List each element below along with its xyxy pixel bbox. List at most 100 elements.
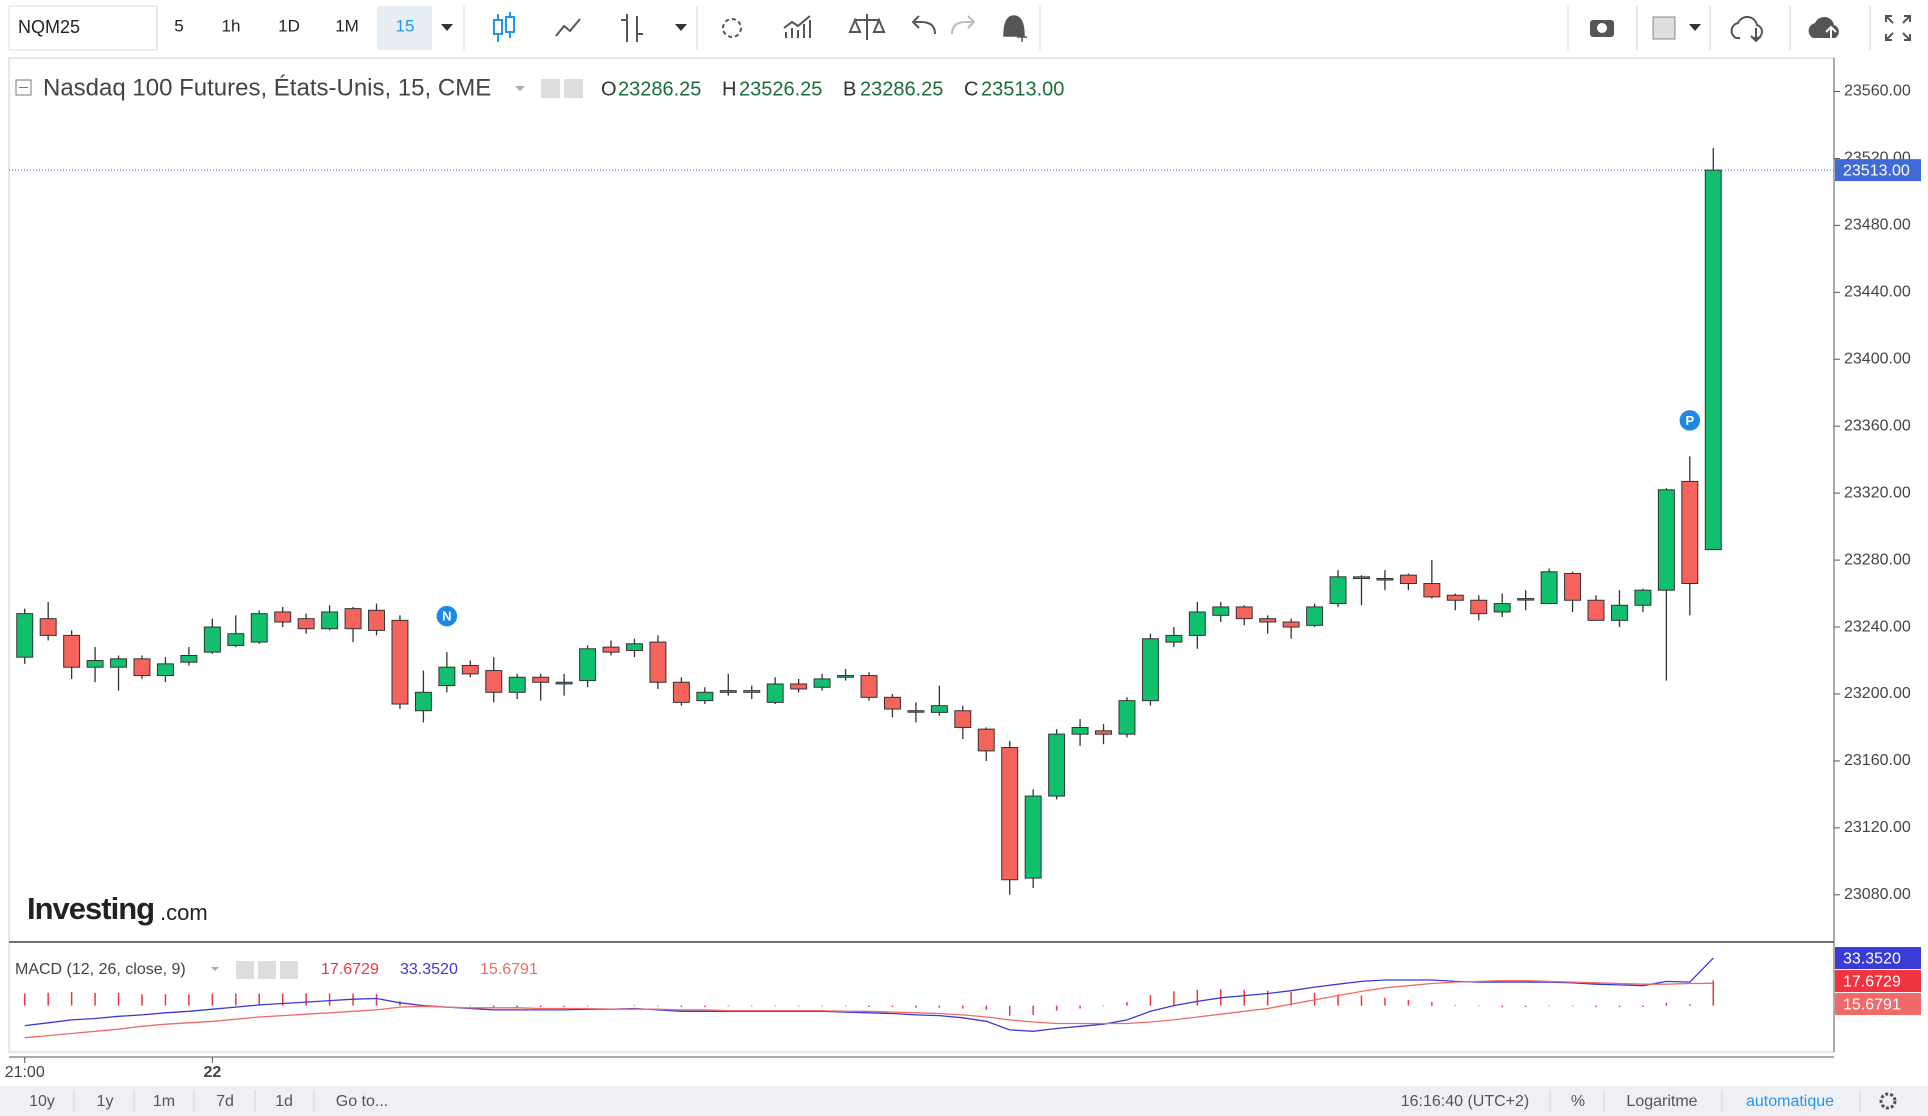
y-tick-label: 23160.00 xyxy=(1844,752,1911,769)
ohlc-value: 23513.00 xyxy=(981,78,1064,100)
candle-body xyxy=(110,658,128,668)
candle-body xyxy=(579,648,597,682)
dropdown[interactable] xyxy=(515,86,525,91)
visibility-icon[interactable] xyxy=(541,79,560,98)
candle-body xyxy=(1470,599,1488,615)
logo-suffix: .com xyxy=(160,900,208,925)
range-button[interactable]: 10y xyxy=(29,1093,55,1110)
candle-body xyxy=(1353,576,1370,579)
percent-toggle[interactable]: % xyxy=(1571,1093,1585,1110)
color-icon[interactable] xyxy=(1652,16,1676,40)
macd-value-tag xyxy=(1835,947,1921,970)
log-toggle[interactable]: Logaritme xyxy=(1626,1093,1697,1110)
interval[interactable]: 5 xyxy=(174,16,183,35)
candle-body xyxy=(1704,169,1722,551)
x-tick-label: 21:00 xyxy=(5,1064,45,1081)
symbol-box[interactable] xyxy=(8,5,158,51)
candle-body xyxy=(1188,611,1206,636)
alert-icon[interactable] xyxy=(1003,15,1027,42)
candle-body xyxy=(1493,603,1511,613)
macd-value-tag-label: 17.6729 xyxy=(1843,973,1901,990)
dropdown[interactable] xyxy=(441,24,453,31)
indicators-icon[interactable] xyxy=(783,15,811,38)
settings-icon[interactable] xyxy=(1879,1092,1897,1110)
candle-body xyxy=(1517,598,1535,601)
redo-icon[interactable] xyxy=(951,15,976,35)
active-interval-bg xyxy=(377,6,432,50)
compare-icon[interactable] xyxy=(848,14,886,40)
candle-body xyxy=(883,696,901,710)
macd-legend-value: 33.3520 xyxy=(400,961,458,978)
candle-body xyxy=(508,676,526,693)
candle-body xyxy=(1540,571,1558,605)
ohlc-label: B xyxy=(843,78,856,100)
range-button[interactable]: 1m xyxy=(153,1093,175,1110)
candle-body xyxy=(977,728,995,752)
y-tick-label: 23080.00 xyxy=(1844,886,1911,903)
line-icon[interactable] xyxy=(555,18,581,37)
candle-body xyxy=(1095,730,1112,735)
candle-body xyxy=(227,633,245,646)
candle-body xyxy=(1048,733,1066,797)
candle-body xyxy=(1423,583,1441,598)
settings-icon[interactable] xyxy=(722,18,742,38)
y-tick-label: 23360.00 xyxy=(1844,417,1911,434)
ohlc-value: 23286.25 xyxy=(860,78,943,100)
macd-line xyxy=(24,980,1714,1039)
candle-body xyxy=(1306,606,1324,626)
auto-toggle[interactable]: automatique xyxy=(1746,1093,1834,1110)
interval[interactable]: 1D xyxy=(278,16,300,35)
cloud-upload-arrow xyxy=(1825,25,1837,40)
cloud-download-icon[interactable] xyxy=(1730,15,1763,43)
settings-icon[interactable] xyxy=(258,961,276,979)
dropdown[interactable] xyxy=(675,24,687,31)
candle-body xyxy=(203,626,221,653)
candle-body xyxy=(1657,489,1675,591)
candle-body xyxy=(766,683,784,703)
y-tick-label: 23280.00 xyxy=(1844,551,1911,568)
visibility-icon[interactable] xyxy=(236,961,254,979)
range-button[interactable]: 1d xyxy=(275,1093,293,1110)
clock: 16:16:40 (UTC+2) xyxy=(1401,1093,1530,1110)
candle-body xyxy=(555,681,573,685)
macd-title: MACD (12, 26, close, 9) xyxy=(15,961,186,978)
candle-body xyxy=(391,619,409,705)
event-marker-label: N xyxy=(442,609,451,624)
symbol[interactable]: NQM25 xyxy=(18,17,80,37)
candle-body xyxy=(344,608,362,630)
bar-icon[interactable] xyxy=(621,14,643,42)
candle-body xyxy=(156,663,174,677)
candle-body xyxy=(485,670,503,693)
interval[interactable]: 1h xyxy=(222,16,241,35)
candle-body xyxy=(813,678,831,688)
macd-legend-value: 15.6791 xyxy=(480,961,538,978)
candle-body xyxy=(180,654,198,663)
goto-button[interactable]: Go to... xyxy=(336,1093,388,1110)
range-button[interactable]: 7d xyxy=(216,1093,234,1110)
fullscreen-icon[interactable] xyxy=(1885,15,1911,41)
logo-brand: Investing xyxy=(27,891,154,926)
interval[interactable]: 1M xyxy=(335,16,359,35)
macd-value-tag-label: 33.3520 xyxy=(1843,950,1901,967)
macd-line xyxy=(24,957,1714,1032)
dropdown[interactable] xyxy=(211,967,219,971)
candle-body xyxy=(1212,606,1230,616)
interval[interactable]: 15 xyxy=(396,16,415,35)
candle-body xyxy=(1399,574,1417,585)
dropdown[interactable] xyxy=(1689,24,1701,31)
candle-body xyxy=(461,665,479,675)
candle-body xyxy=(790,683,808,690)
candle-body xyxy=(860,675,878,698)
y-tick-label: 23200.00 xyxy=(1844,685,1911,702)
candle-icon[interactable] xyxy=(493,12,515,42)
candle-body xyxy=(1235,606,1253,620)
event-marker xyxy=(435,604,459,628)
macd-legend-value: 17.6729 xyxy=(321,961,379,978)
undo-icon[interactable] xyxy=(911,15,936,35)
candle-body xyxy=(1141,638,1159,702)
close-icon[interactable] xyxy=(280,961,298,979)
range-button[interactable]: 1y xyxy=(97,1093,114,1110)
settings-icon[interactable] xyxy=(564,79,583,98)
y-tick-label: 23560.00 xyxy=(1844,83,1911,100)
ohlc-label: O xyxy=(601,78,617,100)
